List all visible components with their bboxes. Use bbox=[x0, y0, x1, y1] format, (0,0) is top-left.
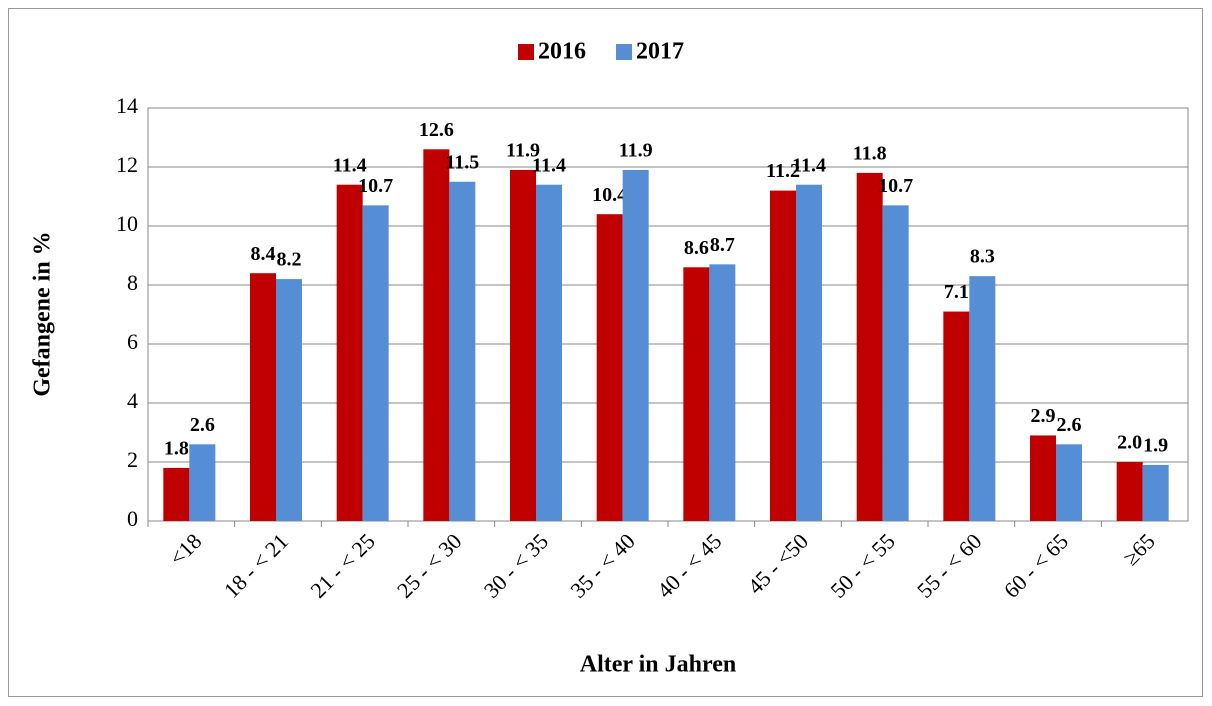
value-label: 10.7 bbox=[878, 175, 913, 197]
value-label: 8.3 bbox=[970, 246, 995, 268]
value-label: 10.7 bbox=[358, 175, 393, 197]
y-axis-label: Gefangene in % bbox=[30, 231, 56, 396]
y-tick-label: 12 bbox=[116, 152, 138, 177]
bar bbox=[1116, 462, 1143, 521]
value-label: 11.2 bbox=[766, 160, 800, 182]
bar bbox=[1056, 444, 1082, 521]
y-tick-label: 4 bbox=[127, 388, 138, 413]
bar bbox=[969, 276, 996, 521]
legend-swatch bbox=[616, 44, 632, 60]
legend-label: 2016 bbox=[538, 39, 586, 65]
value-label: 11.4 bbox=[532, 154, 566, 176]
bar bbox=[189, 444, 216, 521]
bar bbox=[336, 184, 363, 521]
value-label: 11.5 bbox=[445, 151, 479, 173]
bar bbox=[943, 311, 970, 521]
bar bbox=[683, 267, 710, 521]
value-label: 12.6 bbox=[419, 119, 454, 141]
bar bbox=[882, 205, 909, 521]
bar bbox=[596, 214, 623, 521]
bar bbox=[770, 190, 796, 521]
y-tick-label: 10 bbox=[116, 211, 138, 236]
bar bbox=[1142, 464, 1169, 521]
bar bbox=[622, 169, 649, 521]
bar bbox=[510, 169, 536, 521]
value-label: 10.4 bbox=[592, 184, 627, 206]
bar bbox=[1030, 435, 1056, 521]
value-label: 8.7 bbox=[710, 234, 735, 256]
bar bbox=[856, 172, 883, 521]
legend-label: 2017 bbox=[636, 39, 684, 65]
y-tick-label: 14 bbox=[116, 93, 138, 118]
bar bbox=[276, 279, 302, 521]
value-label: 7.1 bbox=[944, 281, 969, 303]
x-axis-label: Alter in Jahren bbox=[580, 652, 736, 678]
legend-swatch bbox=[518, 44, 534, 60]
bar bbox=[536, 184, 562, 521]
y-tick-label: 0 bbox=[127, 506, 138, 531]
bar bbox=[250, 273, 276, 521]
value-label: 1.8 bbox=[164, 437, 189, 459]
bar bbox=[423, 149, 450, 522]
value-label: 11.4 bbox=[792, 154, 826, 176]
value-label: 11.9 bbox=[619, 140, 653, 162]
y-tick-label: 6 bbox=[127, 329, 138, 354]
value-label: 2.9 bbox=[1031, 405, 1056, 427]
bar bbox=[362, 205, 389, 521]
bar bbox=[709, 264, 736, 521]
value-label: 2.6 bbox=[190, 414, 215, 436]
value-label: 2.0 bbox=[1117, 432, 1142, 454]
bar bbox=[163, 467, 190, 521]
value-label: 1.9 bbox=[1143, 435, 1168, 457]
value-label: 8.6 bbox=[684, 237, 709, 259]
y-tick-label: 2 bbox=[127, 447, 138, 472]
y-tick-label: 8 bbox=[127, 270, 138, 295]
value-label: 8.4 bbox=[251, 243, 276, 265]
bar bbox=[449, 181, 476, 521]
value-label: 11.8 bbox=[853, 142, 887, 164]
value-label: 2.6 bbox=[1057, 414, 1082, 436]
value-label: 11.9 bbox=[506, 140, 540, 162]
bar bbox=[796, 184, 822, 521]
value-label: 11.4 bbox=[333, 154, 367, 176]
value-label: 8.2 bbox=[277, 249, 302, 271]
